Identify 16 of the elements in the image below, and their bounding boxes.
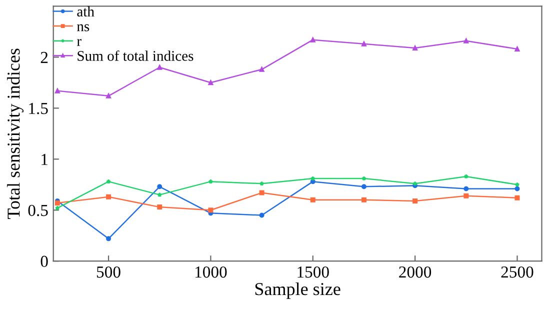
y-tick-label: 0 bbox=[40, 256, 48, 268]
x-axis-title: Sample size bbox=[255, 282, 340, 299]
x-tick-label: 1000 bbox=[196, 266, 227, 278]
y-axis-title: Total sensitivity indices bbox=[7, 48, 24, 219]
legend-label: ath bbox=[77, 6, 94, 17]
x-tick-label: 500 bbox=[96, 266, 120, 278]
legend-label: r bbox=[76, 39, 82, 46]
x-tick-label: 2500 bbox=[501, 266, 534, 278]
y-tick-label: 1.5 bbox=[29, 102, 48, 114]
y-tick-label: 1 bbox=[42, 154, 48, 165]
x-tick-label: 1500 bbox=[298, 266, 329, 278]
x-tick-label: 2000 bbox=[399, 266, 432, 278]
y-tick-label: 0.5 bbox=[28, 204, 48, 216]
legend-label: ns bbox=[77, 24, 90, 32]
legend-label: Sum of total indices bbox=[78, 50, 194, 61]
y-tick-label: 2 bbox=[40, 52, 48, 63]
